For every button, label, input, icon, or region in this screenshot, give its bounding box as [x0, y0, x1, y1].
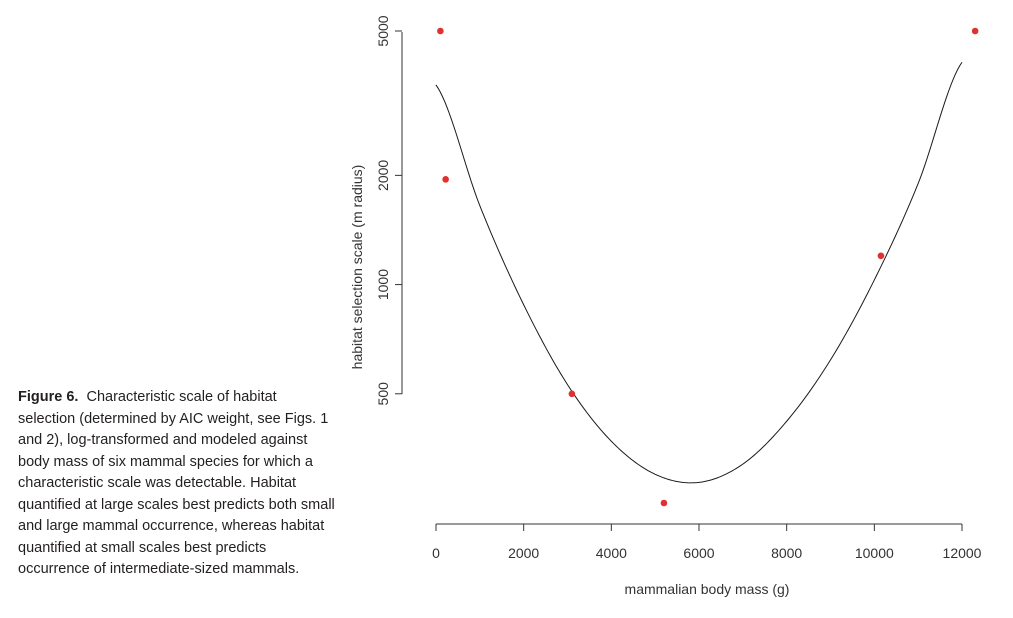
x-axis-title: mammalian body mass (g) — [625, 581, 790, 597]
y-tick-label: 500 — [375, 382, 391, 406]
y-tick-label: 1000 — [375, 269, 391, 300]
data-point — [971, 27, 979, 35]
x-tick-label: 0 — [432, 545, 440, 561]
axes — [401, 32, 962, 525]
x-tick-label: 8000 — [771, 545, 802, 561]
y-tick-label: 2000 — [375, 160, 391, 191]
y-tick-label: 5000 — [375, 15, 391, 46]
x-tick-label: 4000 — [596, 545, 627, 561]
y-axis-title: habitat selection scale (m radius) — [349, 165, 365, 370]
x-tick-label: 12000 — [943, 545, 982, 561]
data-point — [877, 252, 885, 260]
y-ticks: 500 1000 2000 5000 — [375, 15, 402, 405]
x-ticks: 0 2000 4000 6000 8000 10000 12000 — [432, 524, 982, 561]
caption-text: Characteristic scale of habitat selectio… — [18, 389, 335, 577]
data-points — [437, 27, 979, 507]
caption-label: Figure 6. — [18, 389, 79, 405]
fit-curve — [435, 61, 963, 484]
data-point — [442, 176, 449, 183]
data-point — [437, 27, 444, 35]
figure-caption: Figure 6. Characteristic scale of habita… — [18, 387, 336, 581]
x-tick-label: 6000 — [683, 545, 714, 561]
data-point — [568, 390, 576, 398]
data-point — [660, 499, 668, 507]
x-tick-label: 2000 — [508, 545, 539, 561]
x-tick-label: 10000 — [855, 545, 894, 561]
